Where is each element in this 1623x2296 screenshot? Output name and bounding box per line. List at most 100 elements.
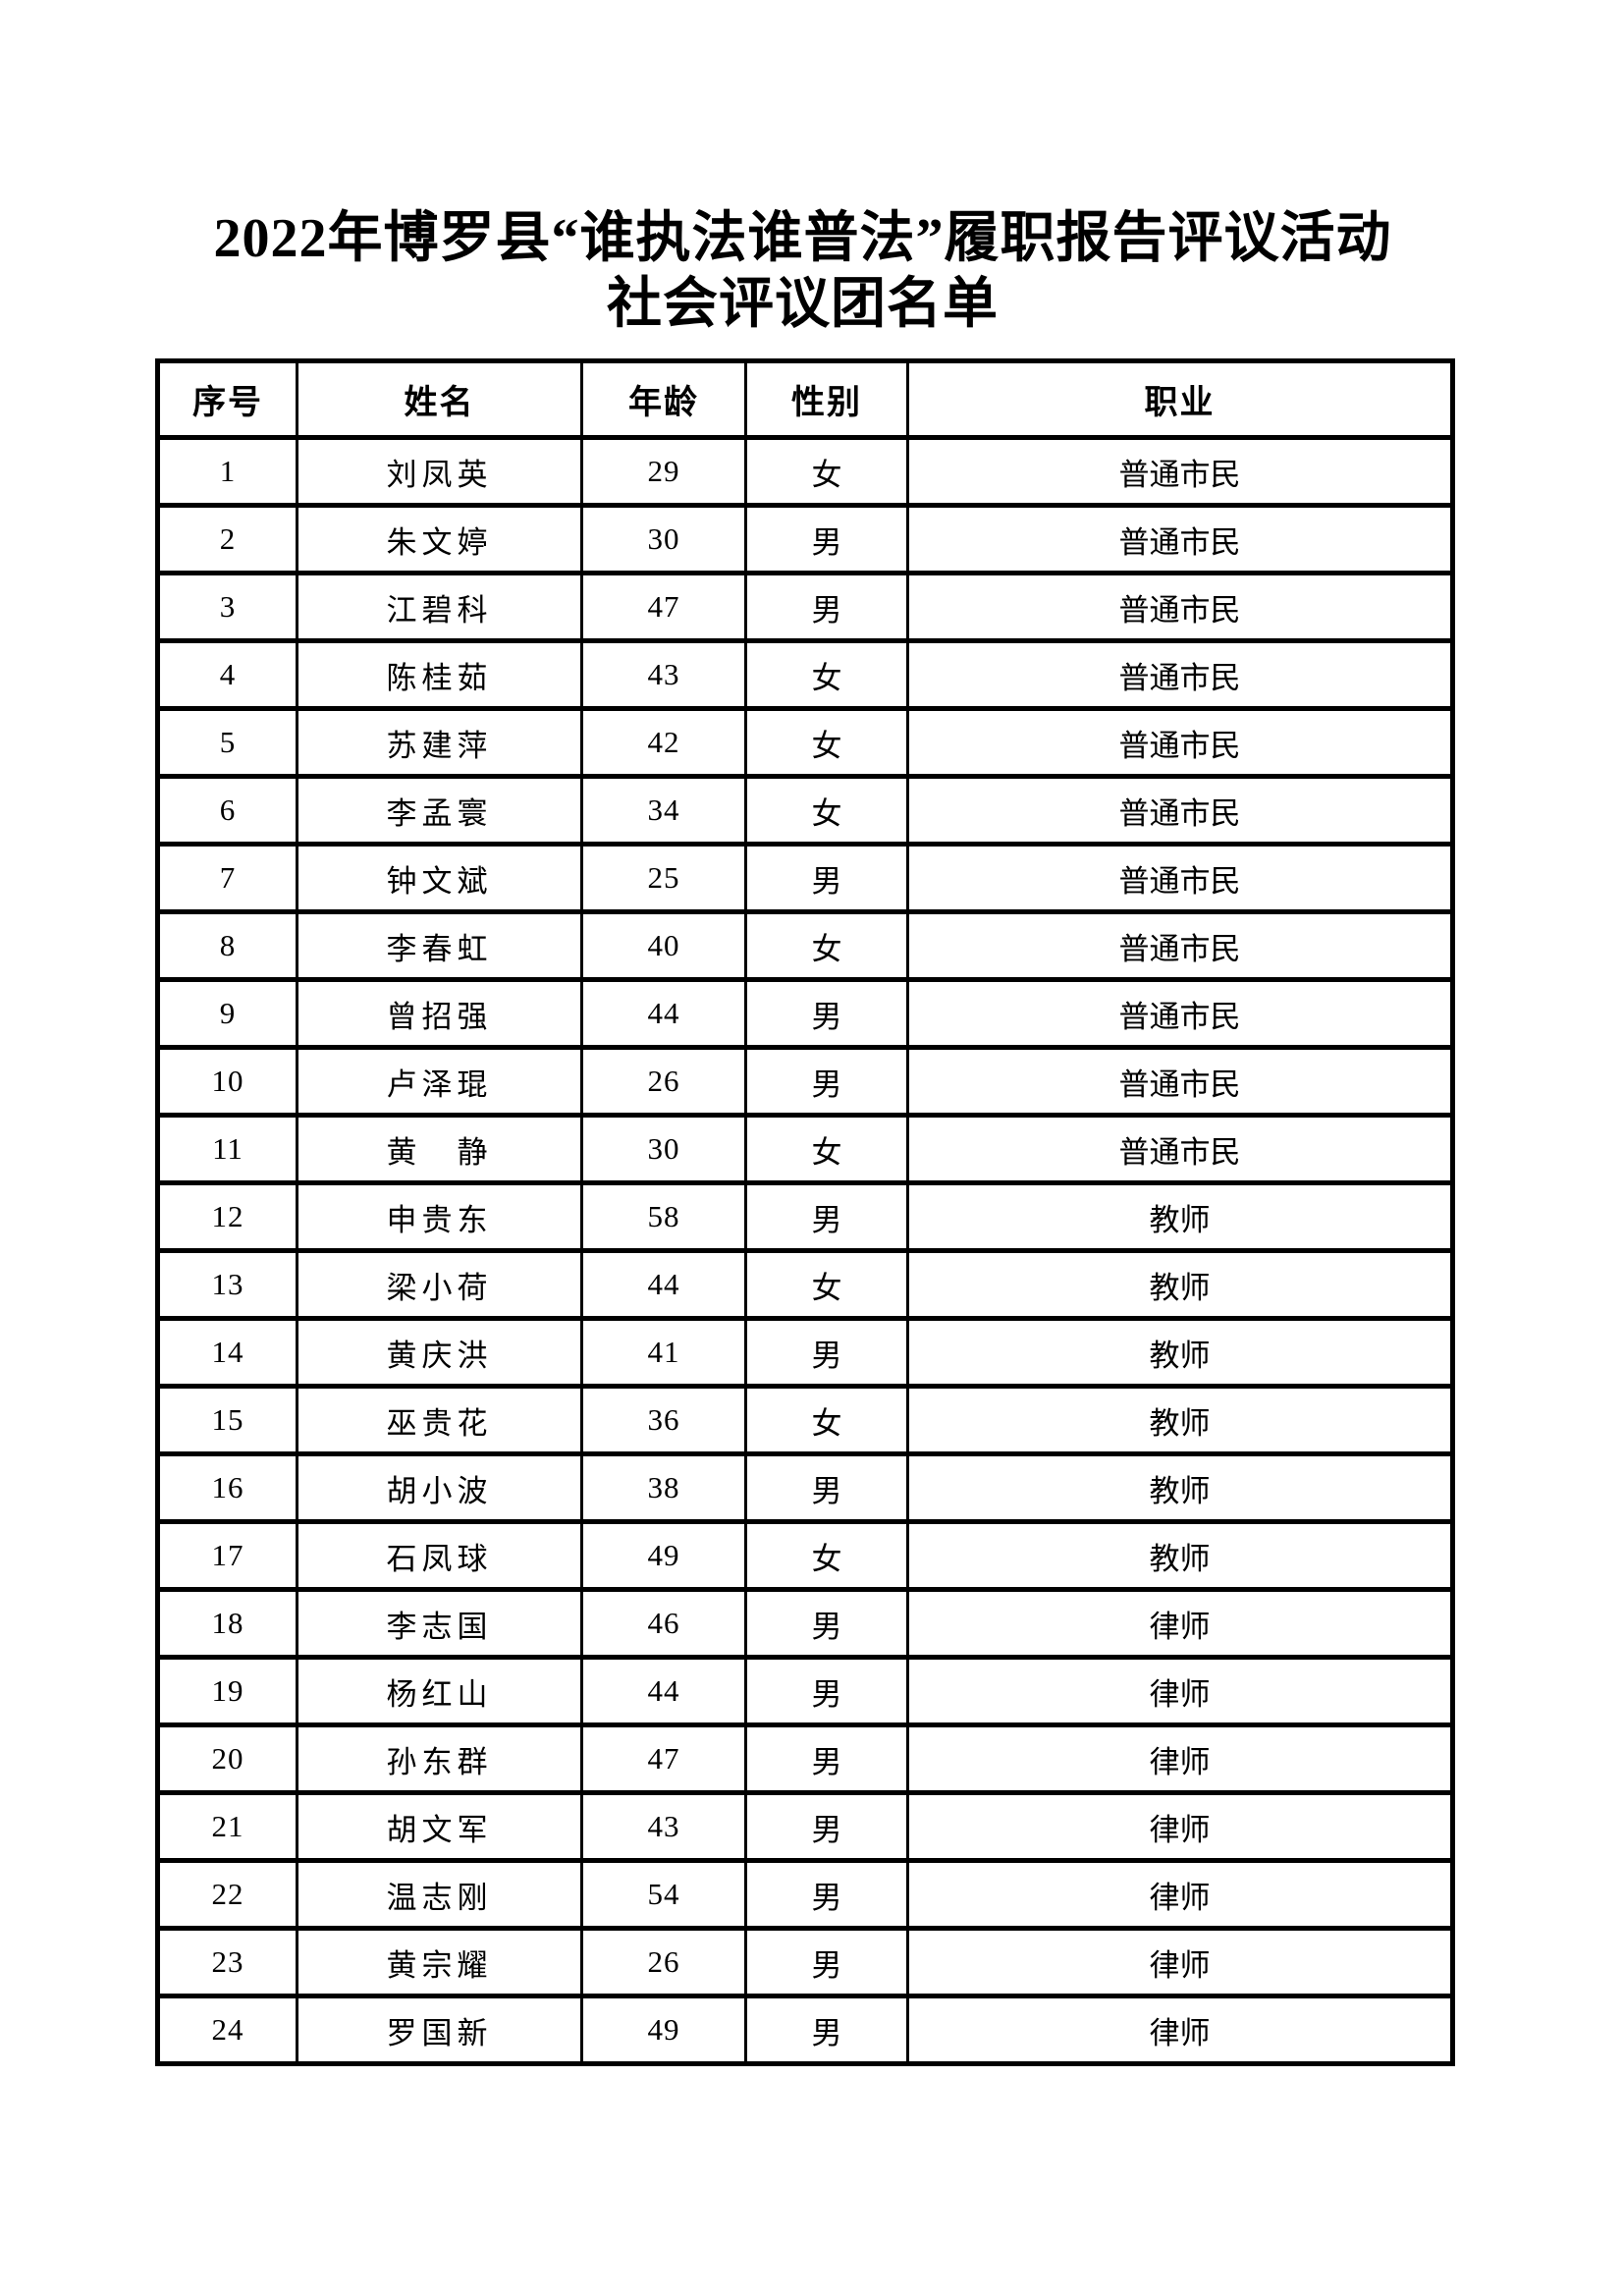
table-row: 17 石凤球 49 女教师 [156,1519,1454,1592]
table-row: 11 黄 静 30 女普通市民 [156,1113,1454,1185]
cell-no: 12 [156,1180,298,1253]
cell-no: 10 [156,1045,298,1118]
cell-occupation: 普通市民 [906,638,1454,711]
cell-occupation: 教师 [906,1180,1454,1253]
cell-no: 17 [156,1519,298,1592]
cell-occupation: 律师 [906,1790,1454,1863]
title-line-1: 2022年博罗县“谁执法谁普法”履职报告评议活动 [213,208,1392,269]
cell-age: 29 [580,435,747,508]
cell-gender: 女 [744,774,909,847]
cell-no: 22 [156,1858,298,1931]
cell-name: 苏建萍 [296,706,583,779]
cell-age: 54 [580,1858,747,1931]
cell-no: 11 [156,1113,298,1185]
cell-name: 巫贵花 [296,1384,583,1456]
cell-gender: 男 [744,842,909,914]
cell-no: 6 [156,774,298,847]
cell-gender: 男 [744,1790,909,1863]
cell-no: 9 [156,977,298,1050]
table-row: 6 李孟寰 34 女普通市民 [156,774,1454,847]
cell-age: 58 [580,1180,747,1253]
cell-gender: 女 [744,1113,909,1185]
cell-no: 4 [156,638,298,711]
cell-gender: 女 [744,435,909,508]
cell-gender: 男 [744,571,909,643]
cell-no: 19 [156,1655,298,1727]
cell-gender: 男 [744,1994,909,2066]
header-cell-name: 姓名 [296,358,583,440]
cell-occupation: 律师 [906,1587,1454,1660]
cell-no: 15 [156,1384,298,1456]
cell-gender: 男 [744,1858,909,1931]
table-row: 19 杨红山 44 男律师 [156,1655,1454,1727]
cell-gender: 女 [744,1248,909,1321]
cell-occupation: 律师 [906,1655,1454,1727]
cell-gender: 男 [744,1180,909,1253]
cell-occupation: 律师 [906,1994,1454,2066]
cell-occupation: 普通市民 [906,774,1454,847]
cell-gender: 男 [744,1587,909,1660]
cell-no: 7 [156,842,298,914]
cell-age: 47 [580,571,747,643]
table-row: 10 卢泽琨 26 男普通市民 [156,1045,1454,1118]
table-row: 24 罗国新 49 男律师 [156,1994,1454,2066]
cell-age: 49 [580,1994,747,2066]
cell-gender: 女 [744,638,909,711]
cell-name: 卢泽琨 [296,1045,583,1118]
cell-occupation: 教师 [906,1451,1454,1524]
cell-occupation: 律师 [906,1722,1454,1795]
roster-table: 序号 姓名 年龄 性别 职业 1 刘凤英 29 女普通市民 2 朱文婷 30 男普通市民 3 江碧… [155,358,1455,2066]
cell-occupation: 教师 [906,1519,1454,1592]
cell-gender: 女 [744,1384,909,1456]
table-row: 9 曾招强 44 男普通市民 [156,977,1454,1050]
cell-occupation: 普通市民 [906,1113,1454,1185]
table-row: 1 刘凤英 29 女普通市民 [156,435,1454,508]
cell-no: 13 [156,1248,298,1321]
cell-age: 38 [580,1451,747,1524]
cell-name: 江碧科 [296,571,583,643]
cell-age: 30 [580,503,747,575]
cell-name: 罗国新 [296,1994,583,2066]
cell-occupation: 律师 [906,1858,1454,1931]
cell-no: 24 [156,1994,298,2066]
cell-occupation: 教师 [906,1248,1454,1321]
cell-occupation: 普通市民 [906,571,1454,643]
header-cell-no: 序号 [156,358,298,440]
cell-occupation: 普通市民 [906,842,1454,914]
cell-no: 1 [156,435,298,508]
cell-name: 黄宗耀 [296,1926,583,1998]
document-title: 2022年博罗县“谁执法谁普法”履职报告评议活动 社会评议团名单 [155,206,1450,338]
cell-name: 刘凤英 [296,435,583,508]
table-row: 12 申贵东 58 男教师 [156,1180,1454,1253]
cell-no: 5 [156,706,298,779]
cell-no: 14 [156,1316,298,1389]
title-line-2: 社会评议团名单 [607,274,999,335]
cell-name: 黄庆洪 [296,1316,583,1389]
table-row: 20 孙东群 47 男律师 [156,1722,1454,1795]
cell-age: 43 [580,638,747,711]
cell-age: 42 [580,706,747,779]
cell-name: 杨红山 [296,1655,583,1727]
cell-age: 26 [580,1926,747,1998]
cell-name: 李孟寰 [296,774,583,847]
cell-age: 41 [580,1316,747,1389]
cell-gender: 男 [744,1926,909,1998]
table-row: 18 李志国 46 男律师 [156,1587,1454,1660]
cell-name: 石凤球 [296,1519,583,1592]
cell-no: 23 [156,1926,298,1998]
cell-gender: 男 [744,1316,909,1389]
cell-no: 20 [156,1722,298,1795]
cell-occupation: 普通市民 [906,503,1454,575]
header-cell-gender: 性别 [744,358,909,440]
table-row: 21 胡文军 43 男律师 [156,1790,1454,1863]
table-row: 3 江碧科 47 男普通市民 [156,571,1454,643]
table-row: 15 巫贵花 36 女教师 [156,1384,1454,1456]
cell-age: 44 [580,1248,747,1321]
table-row: 22 温志刚 54 男律师 [156,1858,1454,1931]
table-row: 13 梁小荷 44 女教师 [156,1248,1454,1321]
cell-occupation: 教师 [906,1384,1454,1456]
table-row: 23 黄宗耀 26 男律师 [156,1926,1454,1998]
cell-no: 8 [156,909,298,982]
cell-age: 46 [580,1587,747,1660]
